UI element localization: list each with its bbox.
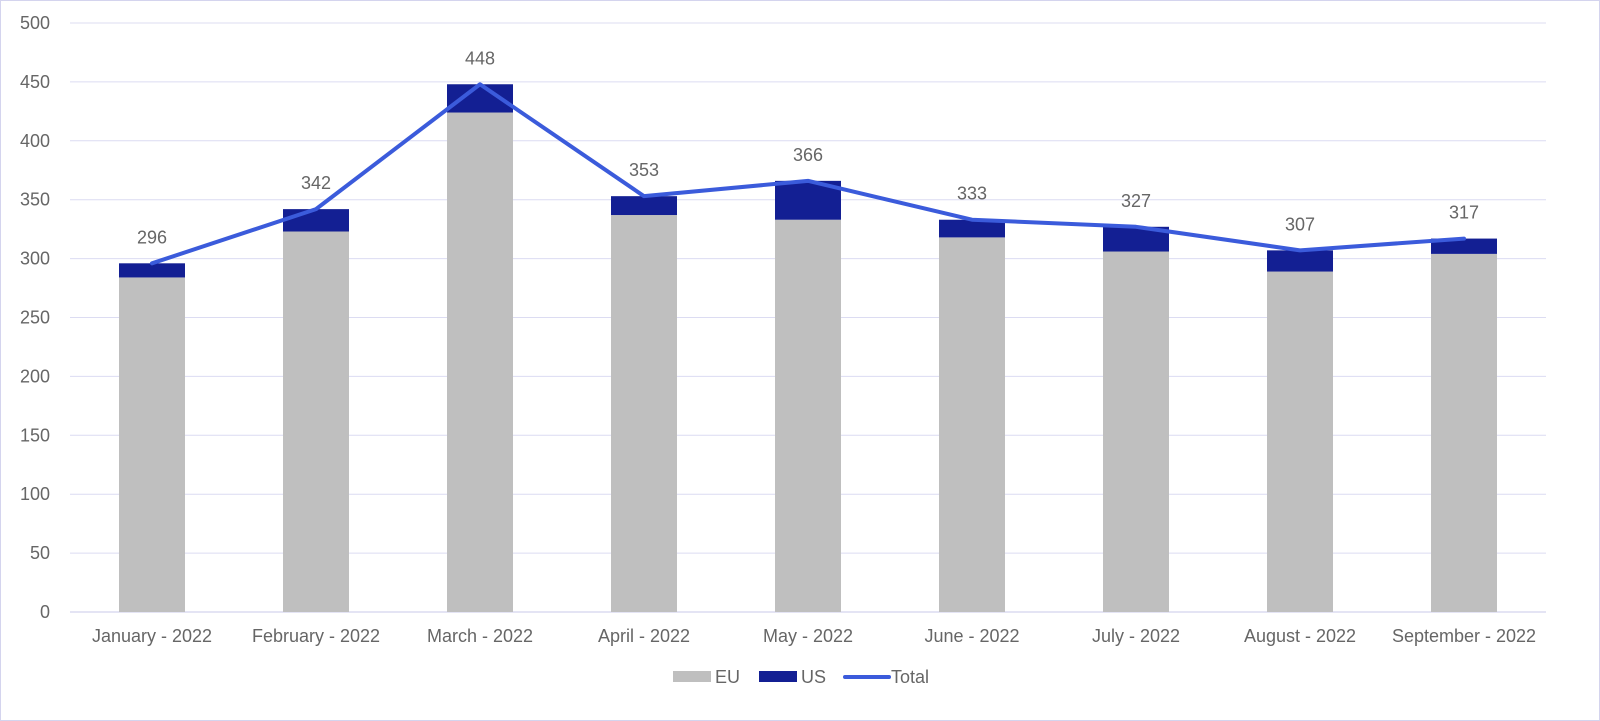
data-label: 366	[793, 145, 823, 165]
data-label: 353	[629, 160, 659, 180]
total-point	[151, 262, 153, 264]
data-label: 333	[957, 184, 987, 204]
bar-eu	[119, 277, 185, 612]
total-point	[479, 83, 481, 85]
bar-eu	[1431, 253, 1497, 612]
legend-swatch-us	[759, 671, 797, 682]
legend-item-total: Total	[843, 667, 929, 687]
bar-eu	[1267, 271, 1333, 612]
total-point	[807, 180, 809, 182]
bar-us	[119, 263, 185, 278]
y-tick-label: 150	[20, 425, 50, 445]
total-point	[1299, 249, 1301, 251]
data-labels: 296 342 448 353 366 333 327 307 317	[137, 48, 1479, 247]
bar-eu	[939, 237, 1005, 612]
y-tick-label: 500	[20, 13, 50, 33]
x-tick-label: July - 2022	[1092, 626, 1180, 646]
data-label: 317	[1449, 203, 1479, 223]
bar-series	[119, 84, 1497, 613]
total-point	[1463, 238, 1465, 240]
bar-eu	[447, 112, 513, 612]
legend-label: EU	[715, 667, 740, 687]
x-tick-label: January - 2022	[92, 626, 212, 646]
x-tick-label: March - 2022	[427, 626, 533, 646]
bar-us	[1267, 250, 1333, 272]
bar-eu	[1103, 251, 1169, 613]
y-tick-label: 0	[40, 602, 50, 622]
y-tick-label: 100	[20, 484, 50, 504]
legend-item-us: US	[759, 667, 826, 687]
total-line-series	[150, 82, 1466, 266]
x-tick-label: August - 2022	[1244, 626, 1356, 646]
y-tick-label: 250	[20, 308, 50, 328]
bar-us	[1431, 238, 1497, 254]
y-axis: 0 50 100 150 200 250 300 350 400 450 500	[20, 13, 50, 622]
data-label: 342	[301, 173, 331, 193]
legend-swatch-eu	[673, 671, 711, 682]
x-tick-label: May - 2022	[763, 626, 853, 646]
x-axis: January - 2022 February - 2022 March - 202…	[92, 626, 1536, 646]
total-point	[1135, 226, 1137, 228]
legend-label: US	[801, 667, 826, 687]
data-label: 307	[1285, 214, 1315, 234]
data-label: 448	[465, 48, 495, 68]
x-tick-label: September - 2022	[1392, 626, 1536, 646]
legend: EU US Total	[673, 667, 929, 687]
bar-eu	[611, 215, 677, 613]
bar-us	[283, 209, 349, 232]
y-tick-label: 200	[20, 366, 50, 386]
bar-eu	[775, 219, 841, 612]
y-tick-label: 450	[20, 72, 50, 92]
total-point	[643, 195, 645, 197]
y-tick-label: 300	[20, 249, 50, 269]
total-point	[971, 219, 973, 221]
y-tick-label: 350	[20, 190, 50, 210]
legend-label: Total	[891, 667, 929, 687]
legend-item-eu: EU	[673, 667, 740, 687]
y-tick-label: 400	[20, 131, 50, 151]
total-point	[315, 208, 317, 210]
data-label: 296	[137, 227, 167, 247]
bar-eu	[283, 231, 349, 613]
x-tick-label: April - 2022	[598, 626, 690, 646]
bar-us	[611, 196, 677, 216]
x-tick-label: June - 2022	[924, 626, 1019, 646]
y-tick-label: 50	[30, 543, 50, 563]
x-tick-label: February - 2022	[252, 626, 380, 646]
data-label: 327	[1121, 191, 1151, 211]
bar-us	[939, 219, 1005, 238]
